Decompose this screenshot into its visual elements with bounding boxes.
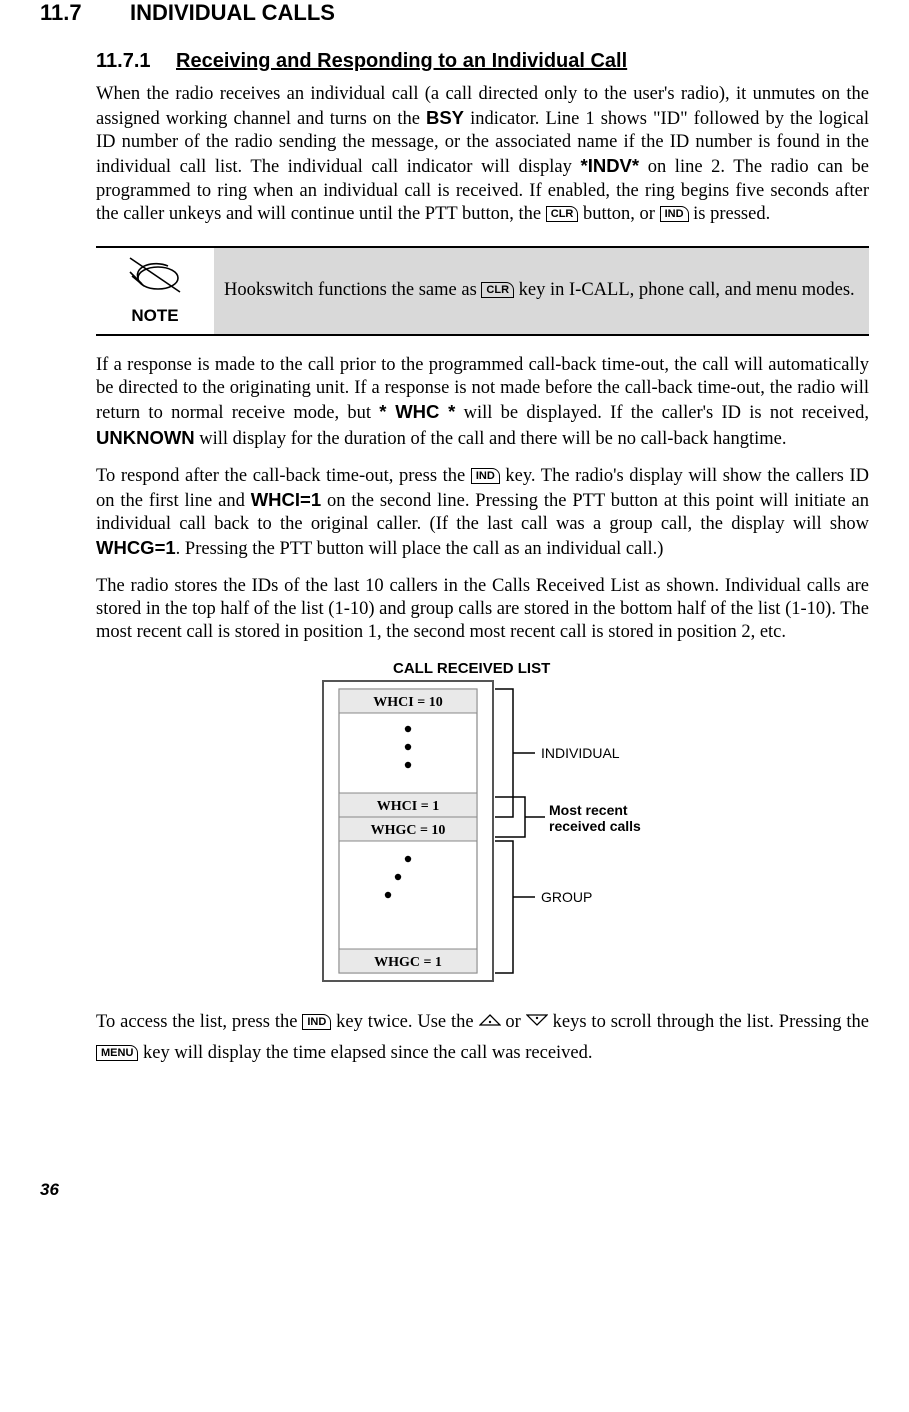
paragraph-5: To access the list, press the IND key tw…	[96, 1006, 869, 1070]
whc-label: * WHC *	[379, 401, 455, 422]
text: is pressed.	[689, 204, 771, 224]
indv-label: *INDV*	[581, 155, 640, 176]
text: button, or	[578, 204, 659, 224]
mostrecent-label-2: received calls	[549, 818, 641, 834]
whgc10-text: WHGC = 10	[370, 823, 445, 838]
paragraph-1: When the radio receives an individual ca…	[96, 83, 869, 226]
ind-key-icon: IND	[660, 206, 689, 222]
text: To access the list, press the	[96, 1012, 302, 1032]
whci-label: WHCI=1	[251, 489, 321, 510]
text: key in I-CALL, phone call, and menu mode…	[514, 280, 855, 300]
whci1-text: WHCI = 1	[376, 799, 438, 814]
paragraph-3: To respond after the call-back time-out,…	[96, 465, 869, 562]
subsection-heading: 11.7.1Receiving and Responding to an Ind…	[96, 50, 869, 73]
diagram-title: CALL RECEIVED LIST	[393, 660, 550, 677]
note-hand-icon	[124, 256, 186, 294]
individual-label: INDIVIDUAL	[541, 745, 620, 761]
clr-key-icon: CLR	[546, 206, 579, 222]
paragraph-2: If a response is made to the call prior …	[96, 354, 869, 451]
text: . Pressing the PTT button will place the…	[176, 539, 664, 559]
bsy-indicator-label: BSY	[426, 107, 464, 128]
paragraph-4: The radio stores the IDs of the last 10 …	[96, 575, 869, 644]
text: Hookswitch functions the same as	[224, 280, 481, 300]
page-number: 36	[40, 1180, 869, 1200]
section-title: INDIVIDUAL CALLS	[130, 0, 335, 25]
group-label: GROUP	[541, 889, 592, 905]
text: key twice. Use the	[331, 1012, 478, 1032]
text: To respond after the call-back time-out,…	[96, 466, 471, 486]
subsection-number: 11.7.1	[96, 50, 176, 73]
down-triangle-icon	[526, 1006, 548, 1037]
whcg-label: WHCG=1	[96, 537, 176, 558]
note-text: Hookswitch functions the same as CLR key…	[214, 247, 869, 335]
call-received-list-diagram: CALL RECEIVED LIST WHCI = 10 WHCI = 1 WH…	[96, 659, 869, 996]
subsection-title: Receiving and Responding to an Individua…	[176, 50, 627, 72]
ind-key-icon: IND	[302, 1014, 331, 1030]
mostrecent-label-1: Most recent	[549, 802, 628, 818]
text: key will display the time elapsed since …	[138, 1043, 592, 1063]
section-heading: 11.7INDIVIDUAL CALLS	[40, 0, 869, 26]
up-triangle-icon	[479, 1006, 501, 1037]
whci10-text: WHCI = 10	[373, 695, 442, 710]
clr-key-icon: CLR	[481, 282, 514, 298]
note-label: NOTE	[100, 305, 210, 326]
text: will be displayed. If the caller's ID is…	[455, 403, 869, 423]
text: keys to scroll through the list. Pressin…	[548, 1012, 869, 1032]
menu-key-icon: MENU	[96, 1045, 138, 1061]
whgc1-text: WHGC = 1	[374, 955, 442, 970]
ind-key-icon: IND	[471, 468, 500, 484]
note-box: NOTE Hookswitch functions the same as CL…	[96, 246, 869, 336]
text: will display for the duration of the cal…	[195, 429, 787, 449]
unknown-label: UNKNOWN	[96, 427, 195, 448]
text: or	[501, 1012, 526, 1032]
section-number: 11.7	[40, 0, 130, 26]
